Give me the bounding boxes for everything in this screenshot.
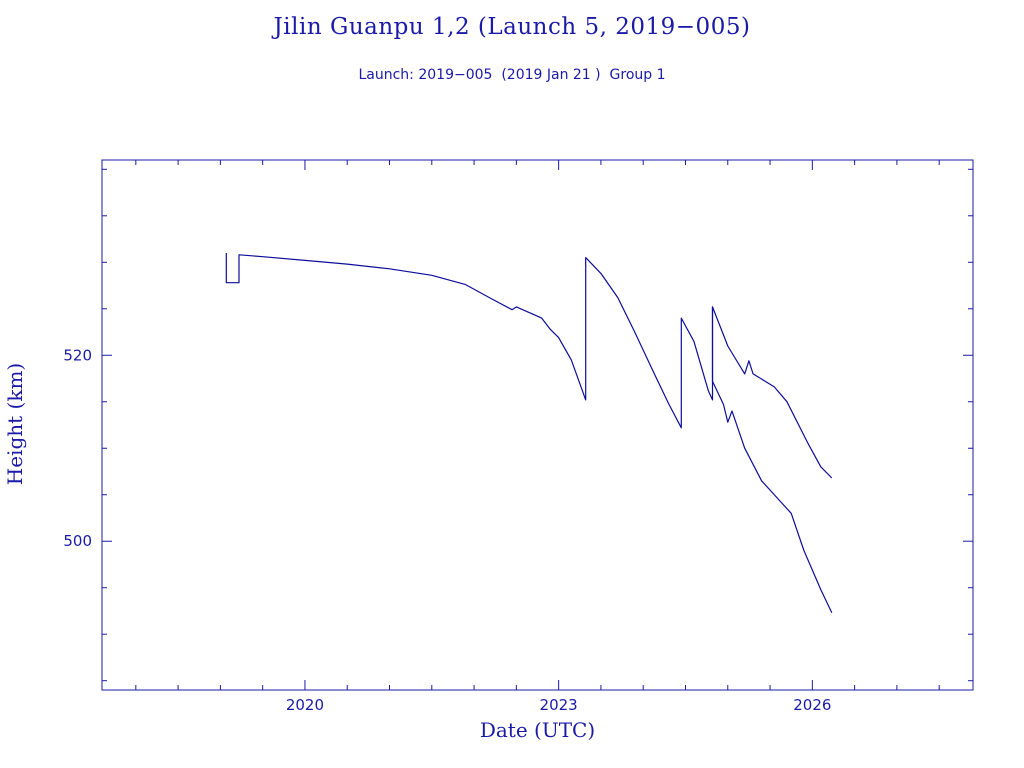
series-line-1 bbox=[225, 253, 833, 479]
chart-subtitle: Launch: 2019−005 (2019 Jan 21 ) Group 1 bbox=[358, 67, 666, 83]
x-tick-label: 2026 bbox=[793, 696, 831, 714]
x-tick-label: 2023 bbox=[540, 696, 578, 714]
y-tick-label: 520 bbox=[63, 346, 92, 364]
series-line-2 bbox=[711, 306, 833, 614]
axis-ticks bbox=[102, 160, 973, 690]
y-tick-label: 500 bbox=[63, 532, 92, 550]
x-tick-label: 2020 bbox=[286, 696, 324, 714]
chart-title: Jilin Guanpu 1,2 (Launch 5, 2019−005) bbox=[273, 14, 751, 40]
y-axis-label: Height (km) bbox=[3, 362, 27, 486]
plot-frame bbox=[101, 159, 974, 691]
x-axis-label: Date (UTC) bbox=[479, 718, 596, 742]
axis-tick-labels: 2020 2023 2026 500 520 bbox=[63, 346, 831, 714]
series-lines bbox=[225, 253, 833, 614]
